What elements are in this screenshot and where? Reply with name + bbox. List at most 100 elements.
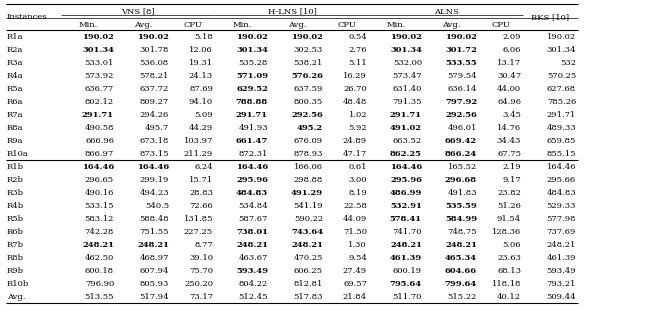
Text: 6.06: 6.06 [503,46,521,54]
Text: 12.06: 12.06 [189,46,213,54]
Text: 23.63: 23.63 [497,254,521,262]
Text: 0.61: 0.61 [348,163,367,171]
Text: 296.65: 296.65 [85,176,114,184]
Text: 540.5: 540.5 [145,202,169,210]
Text: R9b: R9b [7,267,24,275]
Text: 465.34: 465.34 [445,254,477,262]
Text: 470.25: 470.25 [294,254,323,262]
Text: 8.77: 8.77 [194,241,213,249]
Text: 490.58: 490.58 [85,124,114,132]
Text: 604.66: 604.66 [445,267,477,275]
Text: 673.18: 673.18 [139,137,169,145]
Text: 600.19: 600.19 [393,267,422,275]
Text: 190.02: 190.02 [291,33,323,41]
Text: 302.53: 302.53 [294,46,323,54]
Text: 211.29: 211.29 [184,150,213,158]
Text: 1.02: 1.02 [348,111,367,119]
Text: 27.49: 27.49 [343,267,367,275]
Text: R6a: R6a [7,98,23,106]
Text: 666.96: 666.96 [85,137,114,145]
Text: 584.99: 584.99 [445,215,477,223]
Text: 3.45: 3.45 [502,111,521,119]
Text: 529.33: 529.33 [547,202,576,210]
Text: H-LNS [10]: H-LNS [10] [268,8,316,16]
Text: Min.: Min. [79,21,98,29]
Text: 579.54: 579.54 [447,72,477,80]
Text: R8b: R8b [7,254,24,262]
Text: 1.30: 1.30 [348,241,367,249]
Text: 878.93: 878.93 [294,150,323,158]
Text: 631.40: 631.40 [393,85,422,93]
Text: 295.96: 295.96 [236,176,268,184]
Text: 587.67: 587.67 [239,215,268,223]
Text: 164.46: 164.46 [236,163,268,171]
Text: 795.64: 795.64 [390,280,422,288]
Text: 295.96: 295.96 [390,176,422,184]
Text: 248.21: 248.21 [445,241,477,249]
Text: Min.: Min. [387,21,406,29]
Text: 292.56: 292.56 [445,111,477,119]
Text: 791.35: 791.35 [393,98,422,106]
Text: 190.02: 190.02 [547,33,576,41]
Text: 24.89: 24.89 [343,137,367,145]
Text: 636.77: 636.77 [85,85,114,93]
Text: 491.93: 491.93 [238,124,268,132]
Text: 294.26: 294.26 [140,111,169,119]
Text: 534.84: 534.84 [238,202,268,210]
Text: 748.75: 748.75 [447,228,477,236]
Text: 577.98: 577.98 [546,215,576,223]
Text: 538.21: 538.21 [294,59,323,67]
Text: 796.90: 796.90 [85,280,114,288]
Text: 573.92: 573.92 [85,72,114,80]
Text: R4b: R4b [7,202,24,210]
Text: 872.31: 872.31 [239,150,268,158]
Text: 636.14: 636.14 [448,85,477,93]
Text: 128.36: 128.36 [492,228,521,236]
Text: 0.54: 0.54 [348,33,367,41]
Text: 298.88: 298.88 [294,176,323,184]
Text: 301.72: 301.72 [445,46,477,54]
Text: 301.78: 301.78 [139,46,169,54]
Text: 588.48: 588.48 [139,215,169,223]
Text: R7b: R7b [7,241,24,249]
Text: 512.45: 512.45 [238,293,268,301]
Text: 491.29: 491.29 [291,189,323,197]
Text: 301.34: 301.34 [390,46,422,54]
Text: 44.09: 44.09 [342,215,367,223]
Text: R1b: R1b [7,163,24,171]
Text: 491.83: 491.83 [447,189,477,197]
Text: 190.02: 190.02 [137,33,169,41]
Text: 23.82: 23.82 [497,189,521,197]
Text: 637.59: 637.59 [294,85,323,93]
Text: 494.23: 494.23 [139,189,169,197]
Text: CPU: CPU [184,21,202,29]
Text: BKS [10]: BKS [10] [531,13,570,21]
Text: 190.02: 190.02 [82,33,114,41]
Text: 576.26: 576.26 [291,72,323,80]
Text: 517.83: 517.83 [294,293,323,301]
Text: 578.21: 578.21 [139,72,169,80]
Text: 855.15: 855.15 [546,150,576,158]
Text: 68.13: 68.13 [497,267,521,275]
Text: 802.12: 802.12 [85,98,114,106]
Text: 5.11: 5.11 [348,59,367,67]
Text: R5a: R5a [7,85,23,93]
Text: 166.06: 166.06 [294,163,323,171]
Text: 461.39: 461.39 [546,254,576,262]
Text: 296.68: 296.68 [445,176,477,184]
Text: 637.72: 637.72 [140,85,169,93]
Text: 44.29: 44.29 [189,124,213,132]
Text: 517.94: 517.94 [139,293,169,301]
Text: 164.46: 164.46 [137,163,169,171]
Text: 291.71: 291.71 [547,111,576,119]
Text: 535.59: 535.59 [445,202,477,210]
Text: 295.66: 295.66 [547,176,576,184]
Text: 301.34: 301.34 [546,46,576,54]
Text: R2b: R2b [7,176,24,184]
Text: 190.02: 190.02 [445,33,477,41]
Text: 2.76: 2.76 [348,46,367,54]
Text: 484.83: 484.83 [236,189,268,197]
Text: 661.47: 661.47 [236,137,268,145]
Text: 873.15: 873.15 [139,150,169,158]
Text: 26.70: 26.70 [343,85,367,93]
